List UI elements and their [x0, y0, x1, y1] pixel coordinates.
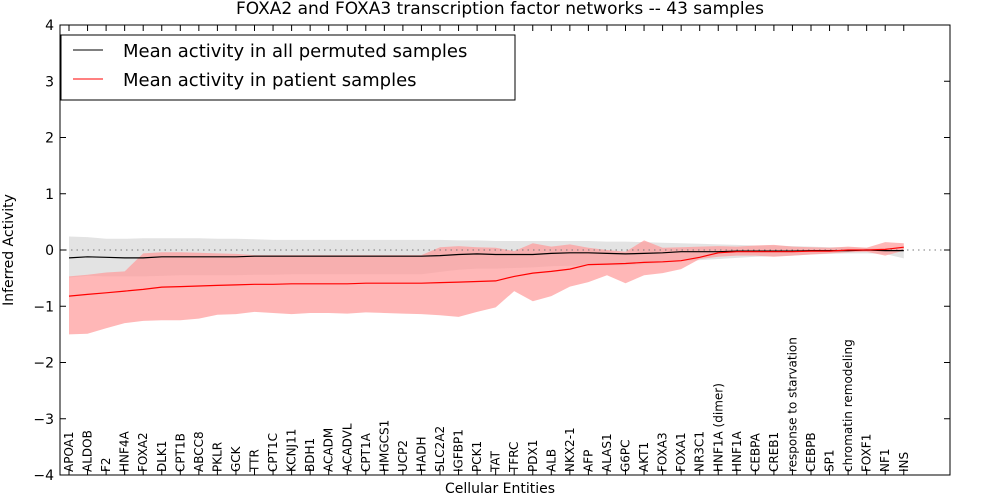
- y-tick-label: −3: [33, 412, 54, 428]
- x-tick-label: BDH1: [303, 438, 317, 472]
- legend-box: [60, 34, 516, 101]
- x-tick-label: INS: [897, 452, 911, 472]
- y-tick-label: 4: [45, 18, 54, 34]
- y-tick-label: −4: [33, 468, 54, 484]
- x-tick-label: response to starvation: [785, 337, 799, 472]
- x-tick-label: SP1: [823, 450, 837, 473]
- x-tick-label: CEBPB: [804, 432, 818, 472]
- x-tick-label: CPT1B: [173, 433, 187, 472]
- x-tick-label: ABCC8: [192, 431, 206, 472]
- x-tick-label: IGFBP1: [452, 429, 466, 472]
- confidence-bands: [69, 236, 904, 335]
- x-tick-label: PKLR: [210, 442, 224, 472]
- x-tick-label: FOXA3: [656, 432, 670, 472]
- x-tick-label: FOXA2: [136, 432, 150, 472]
- x-tick-label: HNF1A: [730, 430, 744, 472]
- x-tick-label: HADH: [414, 437, 428, 473]
- x-tick-label: ALDOB: [81, 430, 95, 472]
- x-tick-label: FOXA1: [674, 432, 688, 472]
- x-tick-label: SLC2A2: [433, 426, 447, 472]
- x-tick-label: AKT1: [637, 442, 651, 472]
- y-axis: −4 −3 −2 −1 0 1 2 3 4: [33, 18, 950, 484]
- y-axis-title: Inferred Activity: [1, 194, 17, 306]
- x-axis: APOA1 ALDOB F2 HNF4A FOXA2 DLK1 CPT1B ABCC8 PKLR…: [62, 25, 911, 475]
- x-tick-label: ACADVL: [340, 423, 354, 472]
- x-tick-label: CPT1C: [266, 433, 280, 472]
- x-tick-label: F2: [99, 457, 113, 472]
- x-tick-label: NKX2-1: [563, 427, 577, 472]
- x-tick-label: APOA1: [62, 431, 76, 472]
- x-tick-label: HNF1A (dimer): [711, 383, 725, 472]
- x-tick-label: TFRC: [507, 442, 521, 473]
- x-tick-label: NF1: [878, 448, 892, 472]
- x-tick-label: TAT: [489, 450, 503, 473]
- x-tick-label: GCK: [229, 445, 243, 472]
- x-tick-label: CREB1: [767, 432, 781, 472]
- x-tick-label: KCNJ11: [285, 429, 299, 472]
- legend-label-permuted: Mean activity in all permuted samples: [123, 41, 467, 62]
- x-tick-label: ACADM: [322, 428, 336, 472]
- x-tick-label: ALB: [544, 449, 558, 472]
- series-line-patient: [68, 246, 904, 297]
- x-tick-label: UCP2: [396, 440, 410, 472]
- x-tick-label: CPT1A: [359, 432, 373, 472]
- y-tick-label: 1: [45, 187, 54, 203]
- x-tick-label: G6PC: [619, 439, 633, 472]
- y-tick-label: 0: [45, 243, 54, 259]
- y-tick-label: 2: [45, 131, 54, 147]
- legend: Mean activity in all permuted samples Me…: [60, 34, 516, 101]
- x-tick-label: PDX1: [526, 440, 540, 472]
- y-tick-label: −2: [33, 356, 54, 372]
- chart-title: FOXA2 and FOXA3 transcription factor net…: [236, 0, 764, 19]
- x-tick-label: chromatin remodeling: [841, 339, 855, 472]
- x-tick-label: HNF4A: [118, 430, 132, 472]
- x-tick-label: DLK1: [155, 441, 169, 472]
- legend-label-patient: Mean activity in patient samples: [123, 70, 417, 91]
- x-tick-label: NR3C1: [693, 431, 707, 472]
- y-tick-label: 3: [45, 74, 54, 90]
- confidence-band-patient: [69, 240, 904, 335]
- x-tick-label: FOXF1: [860, 434, 874, 472]
- x-tick-label: AFP: [581, 450, 595, 472]
- x-axis-title: Cellular Entities: [445, 481, 555, 497]
- x-tick-label: CEBPA: [748, 432, 762, 472]
- x-tick-label: TTR: [248, 449, 262, 473]
- x-tick-label: ALAS1: [600, 433, 614, 472]
- x-tick-label: PCK1: [470, 441, 484, 472]
- y-tick-label: −1: [33, 299, 54, 315]
- series-lines: [68, 246, 904, 297]
- x-tick-label: HMGCS1: [377, 420, 391, 472]
